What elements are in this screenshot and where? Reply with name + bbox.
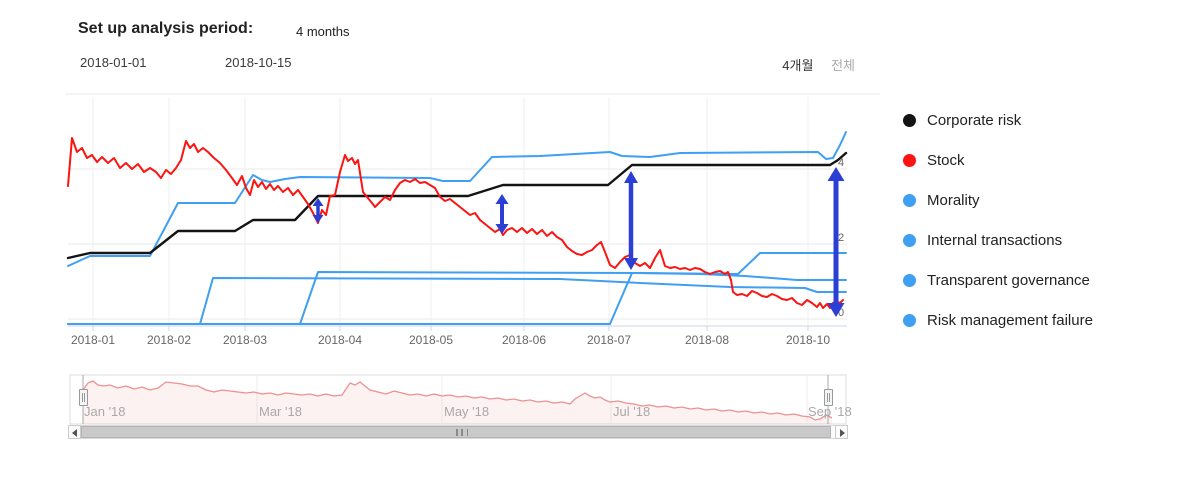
series-dot-icon	[903, 233, 916, 247]
svg-text:Mar '18: Mar '18	[259, 404, 302, 419]
svg-text:2018-08: 2018-08	[685, 333, 729, 347]
legend-label: Transparent governance	[927, 271, 1090, 289]
date-from-field[interactable]: 2018-01-01	[80, 55, 147, 70]
series-risk-management-failure	[67, 272, 847, 325]
svg-text:2018-05: 2018-05	[409, 333, 453, 347]
svg-text:4: 4	[838, 157, 844, 169]
svg-text:May '18: May '18	[444, 404, 489, 419]
range-selector: 4개월 전체	[765, 55, 855, 74]
svg-text:2018-04: 2018-04	[318, 333, 362, 347]
grip-bars-icon	[456, 429, 468, 436]
series-internal-transactions	[67, 277, 847, 325]
svg-text:2018-10: 2018-10	[786, 333, 830, 347]
left-triangle-icon	[72, 429, 77, 437]
series-dot-icon	[903, 273, 916, 287]
legend-label: Risk management failure	[927, 311, 1093, 329]
svg-text:0: 0	[838, 307, 844, 319]
svg-text:Jul '18: Jul '18	[613, 404, 650, 419]
navigator-left-handle[interactable]	[78, 389, 88, 406]
navigator-area[interactable]	[70, 375, 846, 425]
range-button-all[interactable]: 전체	[831, 58, 855, 73]
date-to-field[interactable]: 2018-10-15	[225, 55, 292, 70]
series-stock	[67, 137, 844, 309]
right-triangle-icon	[840, 429, 845, 437]
legend-label: Internal transactions	[927, 231, 1063, 249]
svg-text:Sep '18: Sep '18	[808, 404, 852, 419]
svg-text:2: 2	[838, 232, 844, 244]
navigator-right-handle[interactable]	[823, 389, 833, 406]
series-corporate-risk	[66, 151, 848, 260]
period-value: 4 months	[296, 24, 350, 39]
legend-item-transparent-governance[interactable]: Transparent governance	[903, 260, 1093, 300]
svg-text:2018-03: 2018-03	[223, 333, 267, 347]
legend-label: Stock	[927, 151, 965, 169]
series-dot-icon	[903, 193, 916, 207]
legend: Corporate risk Stock Morality Internal t…	[903, 100, 1093, 340]
legend-item-corporate-risk[interactable]: Corporate risk	[903, 100, 1093, 140]
series-dot-icon	[903, 153, 916, 167]
legend-label: Morality	[927, 191, 980, 209]
svg-text:2018-01: 2018-01	[71, 333, 115, 347]
legend-label: Corporate risk	[927, 111, 1022, 129]
svg-text:2018-06: 2018-06	[502, 333, 546, 347]
scrollbar-left-button[interactable]	[68, 425, 81, 439]
range-button-4months[interactable]: 4개월	[782, 58, 814, 73]
legend-item-internal-transactions[interactable]: Internal transactions	[903, 220, 1093, 260]
page-title: Set up analysis period:	[78, 20, 254, 37]
series-dot-icon	[903, 313, 916, 327]
series-morality	[67, 131, 847, 267]
series-dot-icon	[903, 113, 916, 127]
legend-item-risk-management-failure[interactable]: Risk management failure	[903, 300, 1093, 340]
main-chart-plot-area[interactable]	[68, 97, 847, 326]
scrollbar-thumb[interactable]	[81, 426, 831, 438]
navigator-series	[82, 380, 833, 421]
scrollbar-right-button[interactable]	[835, 425, 848, 439]
svg-text:2018-07: 2018-07	[587, 333, 631, 347]
legend-item-stock[interactable]: Stock	[903, 140, 1093, 180]
svg-text:2018-02: 2018-02	[147, 333, 191, 347]
legend-item-morality[interactable]: Morality	[903, 180, 1093, 220]
svg-text:Jan '18: Jan '18	[84, 404, 126, 419]
